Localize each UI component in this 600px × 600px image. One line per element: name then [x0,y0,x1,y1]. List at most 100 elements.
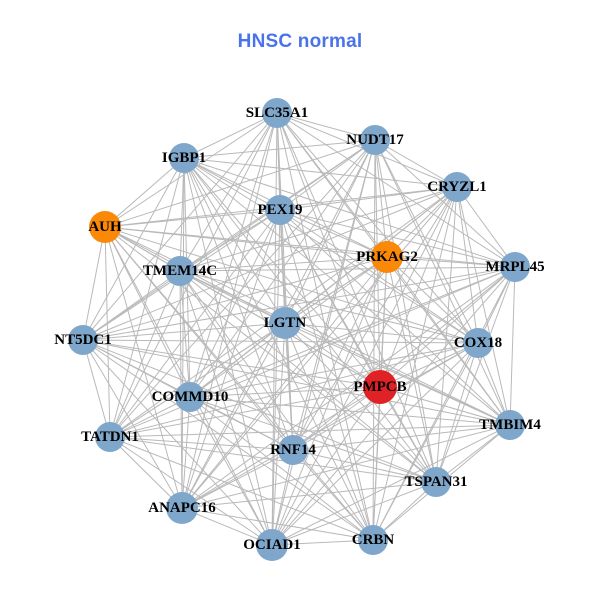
edge-NT5DC1-COX18 [82,339,479,344]
edge-PMPCB-RNF14 [292,386,381,451]
edge-MRPL45-PMPCB [379,266,516,388]
edge-COMMD10-ANAPC16 [181,396,191,509]
edge-COX18-OCIAD1 [271,342,479,546]
node-TSPAN31 [421,467,451,497]
edge-SLC35A1-IGBP1 [183,112,278,159]
edge-NT5DC1-TMBIM4 [82,339,511,426]
edge-LGTN-COX18 [284,322,479,344]
edge-TATDN1-TSPAN31 [109,436,437,483]
edge-COX18-ANAPC16 [181,342,479,509]
edge-CRYZL1-TMBIM4 [456,186,511,426]
edge-CRYZL1-COX18 [456,186,479,344]
edge-TMBIM4-TSPAN31 [435,424,511,483]
edge-NUDT17-PRKAG2 [374,139,388,258]
edge-MRPL45-CRBN [372,266,516,541]
edge-PEX19-COMMD10 [189,209,281,398]
nodes-layer [68,98,530,561]
edge-LGTN-ANAPC16 [181,322,286,509]
edge-TSPAN31-ANAPC16 [181,481,437,509]
edge-PEX19-MRPL45 [279,209,516,268]
edge-SLC35A1-NT5DC1 [82,112,278,341]
edge-IGBP1-RNF14 [183,157,294,451]
edge-CRYZL1-NT5DC1 [82,186,458,341]
edge-PRKAG2-RNF14 [292,256,388,451]
edge-AUH-CRBN [104,226,374,541]
edge-SLC35A1-COX18 [276,112,479,344]
edge-COX18-CRBN [372,342,479,541]
edge-TMBIM4-ANAPC16 [181,424,511,509]
edge-MRPL45-COMMD10 [189,266,516,398]
edge-LGTN-COMMD10 [189,322,286,398]
edge-COX18-COMMD10 [189,342,479,398]
edge-TMBIM4-OCIAD1 [271,424,511,546]
edge-PEX19-ANAPC16 [181,209,281,509]
edge-AUH-COMMD10 [104,226,191,398]
node-MRPL45 [500,252,530,282]
node-TMEM14C [165,256,195,286]
edge-TMEM14C-TSPAN31 [179,270,437,483]
node-IGBP1 [169,143,199,173]
edge-RNF14-ANAPC16 [181,449,294,509]
edge-TMEM14C-COMMD10 [179,270,191,398]
edge-IGBP1-CRYZL1 [183,157,458,188]
node-COMMD10 [175,382,205,412]
edge-CRYZL1-MRPL45 [456,186,516,268]
edge-PRKAG2-TMEM14C [179,256,388,272]
edge-TMEM14C-NT5DC1 [82,270,181,341]
node-OCIAD1 [256,529,288,561]
edge-NUDT17-AUH [104,139,376,228]
edge-AUH-NT5DC1 [82,226,106,341]
node-NUDT17 [360,125,390,155]
edge-MRPL45-ANAPC16 [181,266,516,509]
edge-PMPCB-CRBN [372,386,381,541]
node-TMBIM4 [495,410,525,440]
node-SLC35A1 [262,98,292,128]
edge-COMMD10-TSPAN31 [189,396,437,483]
edge-PEX19-AUH [104,209,281,228]
edges-layer [82,112,516,546]
node-TATDN1 [95,422,125,452]
edge-TMEM14C-TMBIM4 [179,270,511,426]
edge-LGTN-OCIAD1 [271,322,286,546]
edge-ANAPC16-OCIAD1 [181,507,273,546]
edge-SLC35A1-ANAPC16 [181,112,278,509]
edge-COMMD10-RNF14 [189,396,294,451]
edge-PRKAG2-TSPAN31 [386,256,437,483]
edge-TMBIM4-RNF14 [292,424,511,451]
node-ANAPC16 [166,492,198,524]
edge-PEX19-CRBN [279,209,374,541]
edge-IGBP1-COX18 [183,157,479,344]
edge-NUDT17-TMBIM4 [374,139,511,426]
edge-LGTN-TMBIM4 [284,322,511,426]
node-PMPCB [363,370,397,404]
edge-SLC35A1-CRBN [276,112,374,541]
node-AUH [89,211,121,243]
edge-NT5DC1-PMPCB [82,339,381,388]
edge-PMPCB-TSPAN31 [379,386,437,483]
edge-NUDT17-MRPL45 [374,139,516,268]
edge-SLC35A1-PMPCB [276,112,381,388]
edge-NUDT17-PEX19 [279,139,376,211]
edge-NT5DC1-TATDN1 [82,339,111,438]
edge-TATDN1-ANAPC16 [109,436,183,509]
node-NT5DC1 [68,325,98,355]
edge-RNF14-TSPAN31 [292,449,437,483]
edge-NUDT17-CRYZL1 [374,139,458,188]
edge-PMPCB-TMBIM4 [379,386,511,426]
edge-LGTN-TATDN1 [109,322,286,438]
edge-IGBP1-ANAPC16 [181,157,185,509]
node-PRKAG2 [371,241,403,273]
edge-PRKAG2-ANAPC16 [181,256,388,509]
edge-COX18-TATDN1 [109,342,479,438]
edge-PEX19-PRKAG2 [279,209,388,258]
edge-TMEM14C-COX18 [179,270,479,344]
edge-PRKAG2-MRPL45 [386,256,516,268]
edge-PEX19-OCIAD1 [271,209,281,546]
edge-TMEM14C-TATDN1 [109,270,181,438]
edge-LGTN-PMPCB [284,322,381,388]
edge-OCIAD1-CRBN [271,539,374,546]
edge-PMPCB-TATDN1 [109,386,381,438]
edge-PMPCB-COMMD10 [189,386,381,398]
